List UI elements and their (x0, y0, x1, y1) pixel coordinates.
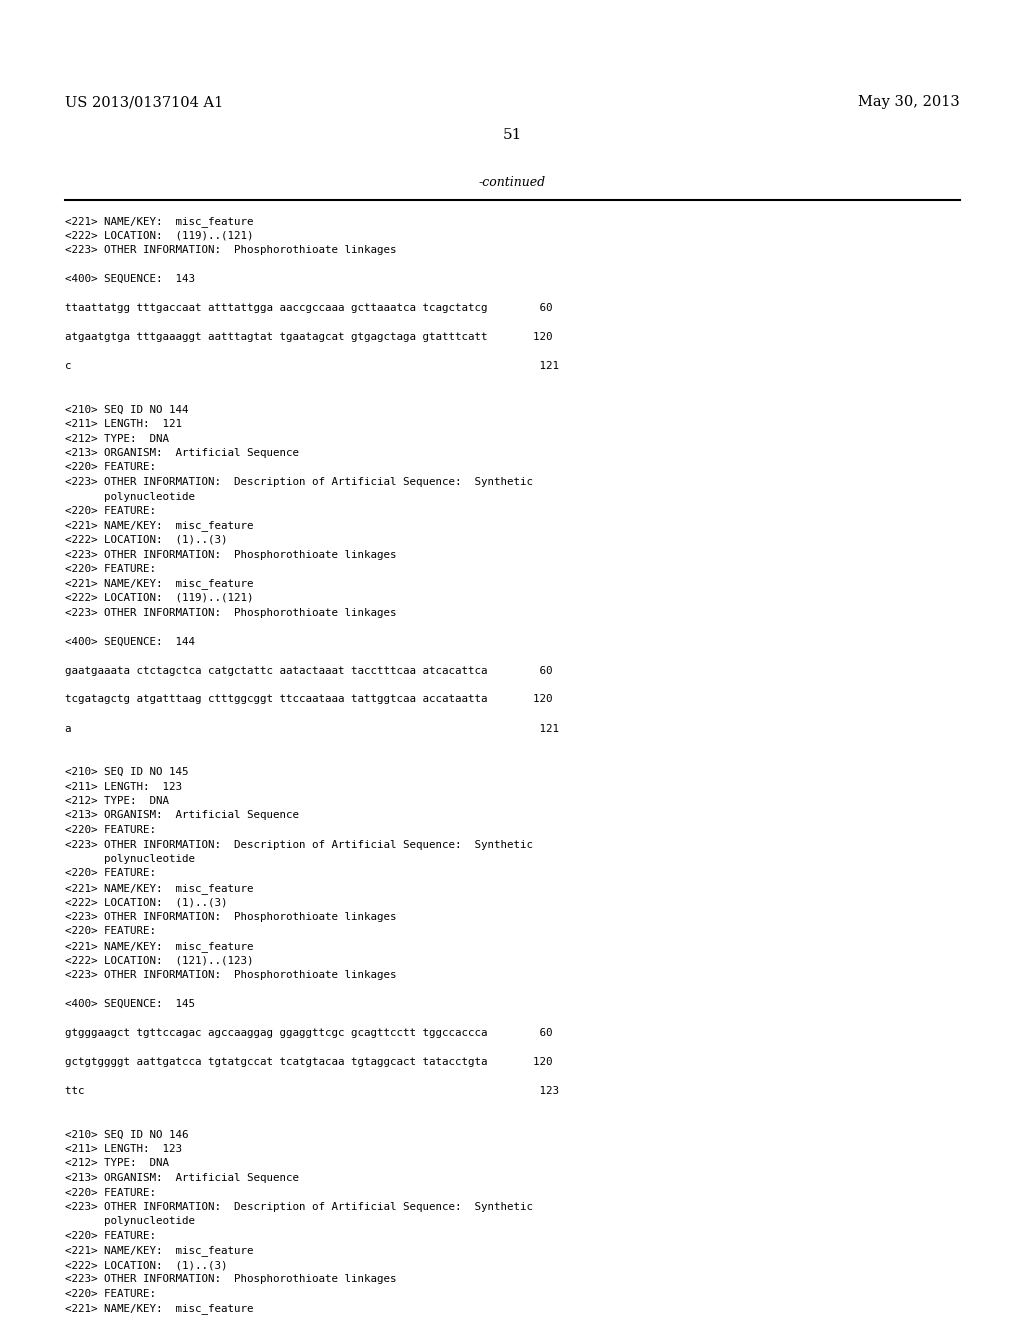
Text: 51: 51 (503, 128, 521, 143)
Text: <223> OTHER INFORMATION:  Phosphorothioate linkages: <223> OTHER INFORMATION: Phosphorothioat… (65, 970, 396, 979)
Text: <222> LOCATION:  (121)..(123): <222> LOCATION: (121)..(123) (65, 956, 254, 965)
Text: <223> OTHER INFORMATION:  Phosphorothioate linkages: <223> OTHER INFORMATION: Phosphorothioat… (65, 912, 396, 921)
Text: <220> FEATURE:: <220> FEATURE: (65, 927, 156, 936)
Text: <213> ORGANISM:  Artificial Sequence: <213> ORGANISM: Artificial Sequence (65, 810, 299, 821)
Text: ttaattatgg tttgaccaat atttattgga aaccgccaaa gcttaaatca tcagctatcg        60: ttaattatgg tttgaccaat atttattgga aaccgcc… (65, 304, 553, 313)
Text: <222> LOCATION:  (119)..(121): <222> LOCATION: (119)..(121) (65, 593, 254, 603)
Text: May 30, 2013: May 30, 2013 (858, 95, 961, 110)
Text: <220> FEATURE:: <220> FEATURE: (65, 869, 156, 879)
Text: <223> OTHER INFORMATION:  Description of Artificial Sequence:  Synthetic: <223> OTHER INFORMATION: Description of … (65, 477, 534, 487)
Text: <212> TYPE:  DNA: <212> TYPE: DNA (65, 433, 169, 444)
Text: <212> TYPE:  DNA: <212> TYPE: DNA (65, 796, 169, 807)
Text: <211> LENGTH:  121: <211> LENGTH: 121 (65, 418, 182, 429)
Text: <220> FEATURE:: <220> FEATURE: (65, 564, 156, 574)
Text: <221> NAME/KEY:  misc_feature: <221> NAME/KEY: misc_feature (65, 1304, 254, 1315)
Text: <222> LOCATION:  (1)..(3): <222> LOCATION: (1)..(3) (65, 898, 227, 908)
Text: <221> NAME/KEY:  misc_feature: <221> NAME/KEY: misc_feature (65, 1246, 254, 1257)
Text: c                                                                        121: c 121 (65, 360, 559, 371)
Text: a                                                                        121: a 121 (65, 723, 559, 734)
Text: <223> OTHER INFORMATION:  Phosphorothioate linkages: <223> OTHER INFORMATION: Phosphorothioat… (65, 549, 396, 560)
Text: <400> SEQUENCE:  143: <400> SEQUENCE: 143 (65, 275, 195, 284)
Text: <221> NAME/KEY:  misc_feature: <221> NAME/KEY: misc_feature (65, 578, 254, 590)
Text: polynucleotide: polynucleotide (65, 854, 195, 865)
Text: <212> TYPE:  DNA: <212> TYPE: DNA (65, 1159, 169, 1168)
Text: <223> OTHER INFORMATION:  Phosphorothioate linkages: <223> OTHER INFORMATION: Phosphorothioat… (65, 607, 396, 618)
Text: polynucleotide: polynucleotide (65, 1217, 195, 1226)
Text: <221> NAME/KEY:  misc_feature: <221> NAME/KEY: misc_feature (65, 883, 254, 894)
Text: <222> LOCATION:  (1)..(3): <222> LOCATION: (1)..(3) (65, 535, 227, 545)
Text: polynucleotide: polynucleotide (65, 491, 195, 502)
Text: <223> OTHER INFORMATION:  Description of Artificial Sequence:  Synthetic: <223> OTHER INFORMATION: Description of … (65, 840, 534, 850)
Text: US 2013/0137104 A1: US 2013/0137104 A1 (65, 95, 223, 110)
Text: <221> NAME/KEY:  misc_feature: <221> NAME/KEY: misc_feature (65, 520, 254, 532)
Text: <400> SEQUENCE:  145: <400> SEQUENCE: 145 (65, 999, 195, 1008)
Text: atgaatgtga tttgaaaggt aatttagtat tgaatagcat gtgagctaga gtatttcatt       120: atgaatgtga tttgaaaggt aatttagtat tgaatag… (65, 333, 553, 342)
Text: <210> SEQ ID NO 146: <210> SEQ ID NO 146 (65, 1130, 188, 1139)
Text: <211> LENGTH:  123: <211> LENGTH: 123 (65, 1144, 182, 1154)
Text: <400> SEQUENCE:  144: <400> SEQUENCE: 144 (65, 636, 195, 647)
Text: <211> LENGTH:  123: <211> LENGTH: 123 (65, 781, 182, 792)
Text: gctgtggggt aattgatcca tgtatgccat tcatgtacaa tgtaggcact tatacctgta       120: gctgtggggt aattgatcca tgtatgccat tcatgta… (65, 1057, 553, 1067)
Text: <210> SEQ ID NO 145: <210> SEQ ID NO 145 (65, 767, 188, 777)
Text: <222> LOCATION:  (119)..(121): <222> LOCATION: (119)..(121) (65, 231, 254, 240)
Text: <223> OTHER INFORMATION:  Description of Artificial Sequence:  Synthetic: <223> OTHER INFORMATION: Description of … (65, 1203, 534, 1212)
Text: <223> OTHER INFORMATION:  Phosphorothioate linkages: <223> OTHER INFORMATION: Phosphorothioat… (65, 246, 396, 255)
Text: gaatgaaata ctctagctca catgctattc aatactaaat tacctttcaa atcacattca        60: gaatgaaata ctctagctca catgctattc aatacta… (65, 665, 553, 676)
Text: <220> FEATURE:: <220> FEATURE: (65, 1290, 156, 1299)
Text: <213> ORGANISM:  Artificial Sequence: <213> ORGANISM: Artificial Sequence (65, 1173, 299, 1183)
Text: ttc                                                                      123: ttc 123 (65, 1086, 559, 1096)
Text: <220> FEATURE:: <220> FEATURE: (65, 1232, 156, 1241)
Text: <213> ORGANISM:  Artificial Sequence: <213> ORGANISM: Artificial Sequence (65, 447, 299, 458)
Text: gtgggaagct tgttccagac agccaaggag ggaggttcgc gcagttcctt tggccaccca        60: gtgggaagct tgttccagac agccaaggag ggaggtt… (65, 1028, 553, 1038)
Text: <221> NAME/KEY:  misc_feature: <221> NAME/KEY: misc_feature (65, 216, 254, 227)
Text: <220> FEATURE:: <220> FEATURE: (65, 1188, 156, 1197)
Text: tcgatagctg atgatttaag ctttggcggt ttccaataaa tattggtcaa accataatta       120: tcgatagctg atgatttaag ctttggcggt ttccaat… (65, 694, 553, 705)
Text: <220> FEATURE:: <220> FEATURE: (65, 506, 156, 516)
Text: -continued: -continued (478, 176, 546, 189)
Text: <221> NAME/KEY:  misc_feature: <221> NAME/KEY: misc_feature (65, 941, 254, 952)
Text: <223> OTHER INFORMATION:  Phosphorothioate linkages: <223> OTHER INFORMATION: Phosphorothioat… (65, 1275, 396, 1284)
Text: <210> SEQ ID NO 144: <210> SEQ ID NO 144 (65, 404, 188, 414)
Text: <220> FEATURE:: <220> FEATURE: (65, 462, 156, 473)
Text: <220> FEATURE:: <220> FEATURE: (65, 825, 156, 836)
Text: <222> LOCATION:  (1)..(3): <222> LOCATION: (1)..(3) (65, 1261, 227, 1270)
